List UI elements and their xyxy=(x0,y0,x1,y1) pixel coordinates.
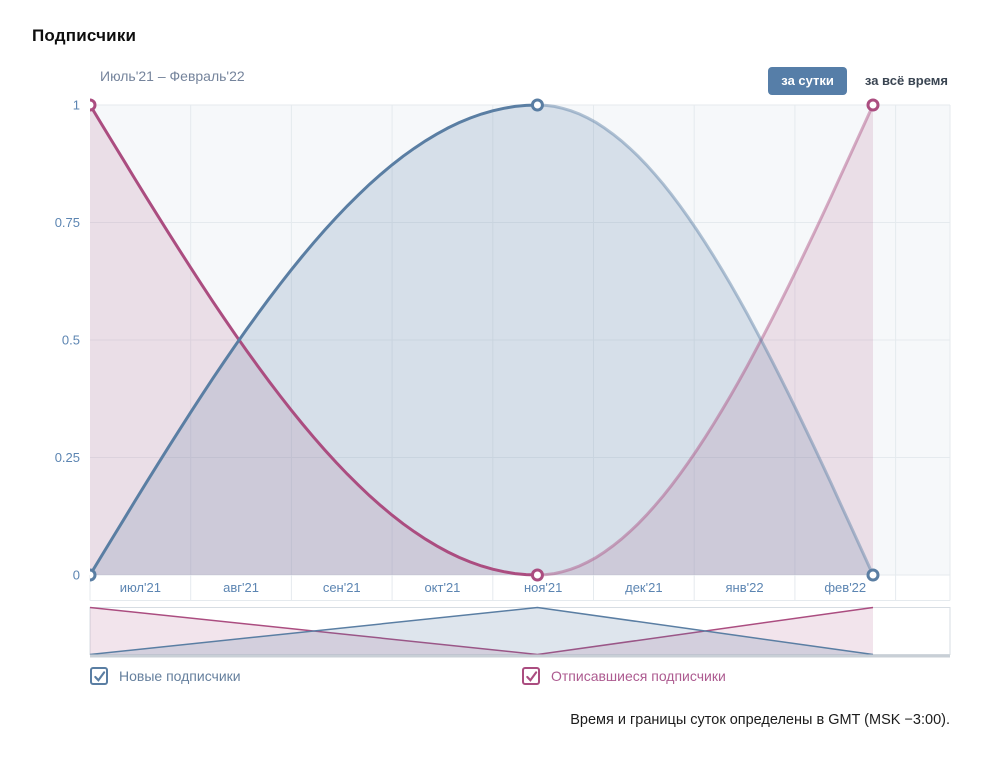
x-axis-label: янв'22 xyxy=(726,580,764,595)
area-fill xyxy=(90,105,873,575)
data-point[interactable] xyxy=(866,568,880,582)
data-point-markers xyxy=(85,98,880,582)
x-axis-label: фев'22 xyxy=(824,580,866,595)
period-button-alltime[interactable]: за всё время xyxy=(863,67,950,95)
minimap-brush[interactable] xyxy=(89,606,951,658)
data-point[interactable] xyxy=(530,98,544,112)
x-axis-label: дек'21 xyxy=(625,580,662,595)
legend-item-new-subscribers[interactable]: Новые подписчики xyxy=(90,667,241,685)
data-point[interactable] xyxy=(866,98,880,112)
svg-text:0: 0 xyxy=(73,568,80,583)
data-point[interactable] xyxy=(85,98,97,112)
svg-text:1: 1 xyxy=(73,98,80,113)
y-axis-labels: 0 0.25 0.5 0.75 1 xyxy=(55,98,80,583)
series-line xyxy=(535,103,875,577)
legend-label: Новые подписчики xyxy=(119,668,241,684)
svg-text:0.25: 0.25 xyxy=(55,450,80,465)
checkbox-new-subscribers[interactable] xyxy=(90,667,108,685)
svg-text:0.5: 0.5 xyxy=(62,333,80,348)
series-line xyxy=(535,103,875,577)
x-axis-label: сен'21 xyxy=(323,580,361,595)
series-line xyxy=(90,103,539,577)
x-axis-label: ноя'21 xyxy=(524,580,562,595)
legend-label: Отписавшиеся подписчики xyxy=(551,668,726,684)
checkmark-icon xyxy=(525,670,537,682)
series-line xyxy=(90,103,539,577)
gridlines xyxy=(90,104,951,576)
data-point[interactable] xyxy=(85,568,97,582)
date-range-label: Июль'21 – Февраль'22 xyxy=(100,68,245,84)
svg-text:0.75: 0.75 xyxy=(55,215,80,230)
data-point[interactable] xyxy=(530,568,544,582)
x-axis-label: окт'21 xyxy=(424,580,460,595)
checkbox-unsubscribed[interactable] xyxy=(522,667,540,685)
page-title: Подписчики xyxy=(32,26,137,45)
chart-legend: Новые подписчики Отписавшиеся подписчики xyxy=(0,667,982,691)
checkmark-icon xyxy=(93,670,105,682)
area-fill xyxy=(90,105,873,575)
period-button-day[interactable]: за сутки xyxy=(768,67,847,95)
period-toggle: за сутки за всё время xyxy=(768,67,950,95)
x-axis: июл'21 авг'21 сен'21 окт'21 ноя'21 дек'21 янв'… xyxy=(89,575,951,601)
legend-item-unsubscribed[interactable]: Отписавшиеся подписчики xyxy=(522,667,726,685)
x-axis-label: авг'21 xyxy=(223,580,259,595)
x-axis-label: июл'21 xyxy=(120,580,161,595)
timezone-note: Время и границы суток определены в GMT (… xyxy=(570,712,950,728)
